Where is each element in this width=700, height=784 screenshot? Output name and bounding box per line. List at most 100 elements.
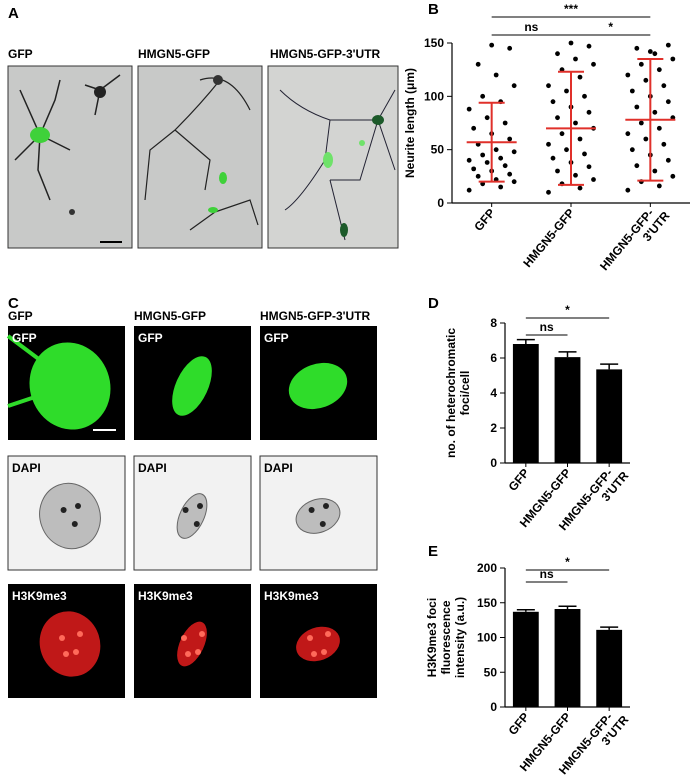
dot — [625, 187, 631, 193]
dot — [546, 141, 551, 147]
focus — [63, 651, 69, 657]
x-tick-label-line: GFP — [471, 206, 498, 234]
dot — [586, 43, 592, 49]
x-tick-label: GFP — [506, 466, 533, 494]
focus — [199, 631, 205, 637]
charts: 0 50 100 150 Neurite length (μm) GFP HMGN5-GFP… — [403, 2, 690, 777]
nucleus — [39, 482, 101, 550]
dot — [484, 115, 490, 121]
micrograph: GFP — [134, 326, 251, 440]
focus — [311, 651, 317, 657]
panel-label: E — [428, 543, 438, 560]
panel-label: B — [428, 1, 439, 18]
dot — [643, 77, 649, 83]
y-tick-label: 100 — [477, 631, 497, 645]
dot — [661, 141, 667, 147]
micrograph — [137, 65, 263, 249]
y-tick-label: 50 — [484, 665, 498, 679]
significance-label: ns — [524, 20, 538, 34]
dot — [586, 109, 592, 115]
significance-label: ns — [540, 320, 554, 334]
focus — [77, 631, 83, 637]
dot — [507, 136, 513, 142]
panel-label: D — [428, 295, 439, 312]
image-label: H3K9me3 — [264, 589, 319, 603]
dot — [573, 172, 578, 178]
y-axis-label-line: H3K9me3 foci — [425, 598, 439, 677]
dot — [550, 155, 556, 161]
y-axis-label-line: fluorescence — [439, 600, 453, 674]
dot — [555, 168, 560, 174]
y-tick-label: 0 — [490, 700, 497, 714]
image-title: HMGN5-GFP — [134, 309, 206, 323]
chart: 0 50 100 150 Neurite length (μm) GFP HMGN5-GFP… — [403, 2, 690, 283]
focus — [75, 503, 81, 509]
focus — [73, 649, 79, 655]
dot — [591, 61, 596, 67]
dot — [502, 120, 508, 126]
nucleus — [288, 362, 348, 410]
dot — [634, 104, 640, 110]
focus — [181, 635, 187, 641]
image-title: GFP — [8, 309, 33, 323]
dot — [484, 160, 490, 165]
focus — [308, 507, 315, 513]
dot — [582, 151, 587, 157]
dot — [586, 164, 592, 170]
focus — [71, 521, 78, 527]
dot — [665, 157, 671, 163]
nucleus — [295, 498, 341, 534]
dot — [634, 45, 640, 51]
y-axis-label-line: Neurite length (μm) — [403, 68, 417, 178]
dot — [546, 189, 551, 195]
x-tick-label-line: GFP — [506, 466, 533, 494]
image-label: GFP — [264, 331, 289, 345]
x-tick-label-line: HMGN5-GFP — [520, 206, 577, 270]
dot — [652, 168, 658, 174]
micrograph: GFP — [260, 326, 377, 440]
x-tick-label: HMGN5-GFP-3'UTR — [597, 200, 673, 283]
panel-label: A — [8, 5, 19, 22]
dot — [634, 163, 640, 169]
x-tick-label: HMGN5-GFP — [520, 206, 577, 270]
dot — [564, 88, 569, 94]
dot — [555, 51, 560, 57]
dot — [546, 83, 551, 89]
dot — [466, 187, 472, 193]
dot — [466, 157, 472, 163]
micrograph: DAPI — [7, 455, 126, 571]
dot — [511, 83, 517, 89]
focus — [321, 649, 327, 655]
y-tick-label: 2 — [490, 421, 497, 435]
dot — [493, 147, 499, 153]
image-label: DAPI — [12, 461, 41, 475]
dot — [480, 152, 486, 158]
y-tick-label: 6 — [490, 351, 497, 365]
chart: 0 50 100 150 200 H3K9me3 focifluorescenceinte… — [425, 555, 632, 777]
dot — [568, 40, 574, 46]
image-label: H3K9me3 — [12, 589, 67, 603]
y-tick-label: 150 — [477, 596, 497, 610]
image-label: DAPI — [264, 461, 293, 475]
dot — [471, 166, 477, 172]
dot — [480, 93, 486, 99]
x-tick-label-line: GFP — [506, 710, 533, 738]
y-tick-label: 8 — [490, 316, 497, 330]
focus — [193, 521, 200, 527]
dot — [643, 136, 649, 142]
dot — [573, 56, 578, 62]
dot — [507, 45, 513, 51]
image-title: HMGN5-GFP-3'UTR — [260, 309, 371, 323]
dot — [471, 125, 477, 131]
y-tick-label: 100 — [424, 89, 444, 103]
x-tick-label: GFP — [471, 206, 498, 234]
y-axis-label-line: no. of heterochromatic — [444, 328, 458, 458]
bar — [512, 611, 539, 707]
dot — [511, 149, 517, 155]
x-tick-label: GFP — [506, 710, 533, 738]
dot — [647, 49, 653, 54]
focus — [197, 503, 203, 509]
dot — [489, 42, 495, 48]
dot — [555, 115, 560, 121]
